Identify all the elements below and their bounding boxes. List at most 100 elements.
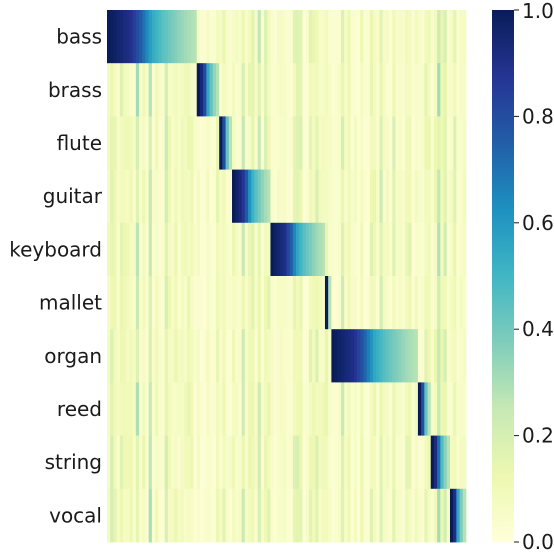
heatmap-cell-guitar-88 <box>389 169 393 224</box>
heatmap-cell-brass-109 <box>456 63 460 117</box>
heatmap-cell-guitar-21 <box>174 169 178 224</box>
heatmap-cell-vocal-82 <box>369 488 374 543</box>
heatmap-cell-vocal-92 <box>401 488 406 543</box>
heatmap-cell-flute-20 <box>171 116 175 170</box>
heatmap-cell-guitar-41 <box>238 169 243 224</box>
heatmap-cell-vocal-109 <box>456 488 460 543</box>
heatmap-cell-keyboard-8 <box>132 222 137 277</box>
heatmap-cell-mallet-12 <box>145 276 150 330</box>
heatmap-cell-organ-30 <box>203 329 207 383</box>
heatmap-cell-reed-38 <box>228 382 233 436</box>
heatmap-cell-bass-97 <box>417 10 422 64</box>
heatmap-cell-keyboard-32 <box>209 222 214 277</box>
heatmap-cell-bass-76 <box>350 10 355 64</box>
heatmap-cell-reed-5 <box>123 382 127 436</box>
heatmap-cell-flute-18 <box>164 116 169 170</box>
heatmap-cell-bass-5 <box>123 10 127 64</box>
heatmap-cell-reed-34 <box>215 382 220 436</box>
heatmap-cell-reed-109 <box>456 382 460 436</box>
heatmap-cell-reed-93 <box>405 382 409 436</box>
heatmap-cell-vocal-75 <box>347 488 352 543</box>
heatmap-cell-bass-108 <box>453 10 457 64</box>
heatmap-cell-flute-111 <box>462 116 467 170</box>
heatmap-cell-guitar-62 <box>305 169 310 224</box>
heatmap-cell-reed-58 <box>292 382 297 436</box>
heatmap-cell-flute-65 <box>315 116 319 170</box>
heatmap-cell-guitar-27 <box>193 169 198 224</box>
heatmap-cell-string-40 <box>235 435 239 490</box>
heatmap-cell-keyboard-9 <box>135 222 140 277</box>
heatmap-cell-flute-73 <box>340 116 345 170</box>
heatmap-cell-mallet-100 <box>427 276 432 330</box>
heatmap-cell-guitar-1 <box>110 169 114 224</box>
heatmap-cell-string-91 <box>398 435 403 490</box>
heatmap-cell-bass-23 <box>180 10 185 64</box>
heatmap-cell-string-3 <box>116 435 121 490</box>
heatmap-cell-keyboard-15 <box>155 222 159 277</box>
heatmap-cell-guitar-3 <box>116 169 121 224</box>
heatmap-cell-bass-110 <box>459 10 464 64</box>
heatmap-cell-guitar-59 <box>296 169 300 224</box>
heatmap-cell-organ-85 <box>379 329 384 383</box>
heatmap-cell-brass-7 <box>129 63 134 117</box>
heatmap-cell-mallet-44 <box>248 276 252 330</box>
heatmap-cell-string-80 <box>363 435 368 490</box>
heatmap-cell-keyboard-81 <box>366 222 371 277</box>
heatmap-cell-string-61 <box>302 435 307 490</box>
heatmap-cell-keyboard-0 <box>107 222 111 277</box>
heatmap-cell-string-6 <box>126 435 130 490</box>
heatmap-cell-organ-108 <box>453 329 457 383</box>
row-label-flute: flute <box>57 131 102 155</box>
heatmap-cell-vocal-63 <box>308 488 313 543</box>
heatmap-cell-flute-76 <box>350 116 355 170</box>
heatmap-cell-organ-89 <box>392 329 396 383</box>
heatmap-cell-flute-98 <box>421 116 425 170</box>
heatmap-cell-guitar-103 <box>437 169 441 224</box>
heatmap-cell-mallet-105 <box>443 276 448 330</box>
heatmap-cell-flute-42 <box>241 116 246 170</box>
heatmap-cell-mallet-17 <box>161 276 166 330</box>
heatmap-cell-vocal-25 <box>187 488 191 543</box>
heatmap-cell-keyboard-25 <box>187 222 191 277</box>
heatmap-cell-reed-40 <box>235 382 239 436</box>
heatmap-cell-flute-26 <box>190 116 194 170</box>
heatmap-cell-flute-32 <box>209 116 214 170</box>
heatmap-cell-brass-101 <box>430 63 435 117</box>
heatmap-cell-string-35 <box>219 435 223 490</box>
heatmap-cell-organ-105 <box>443 329 448 383</box>
heatmap-cell-vocal-7 <box>129 488 134 543</box>
heatmap-cell-brass-74 <box>344 63 348 117</box>
heatmap-cell-reed-101 <box>430 382 435 436</box>
heatmap-cell-guitar-6 <box>126 169 130 224</box>
heatmap-cell-bass-103 <box>437 10 441 64</box>
heatmap-cell-string-18 <box>164 435 169 490</box>
heatmap-cell-brass-97 <box>417 63 422 117</box>
heatmap-cell-flute-70 <box>331 116 335 170</box>
heatmap-cell-organ-65 <box>315 329 319 383</box>
heatmap-cell-bass-85 <box>379 10 384 64</box>
heatmap-cell-guitar-0 <box>107 169 111 224</box>
heatmap-cell-guitar-38 <box>228 169 233 224</box>
heatmap-cell-string-2 <box>113 435 118 490</box>
heatmap-cell-vocal-33 <box>212 488 217 543</box>
heatmap-cell-flute-48 <box>260 116 265 170</box>
heatmap-cell-vocal-48 <box>260 488 265 543</box>
heatmap-cell-brass-0 <box>107 63 111 117</box>
heatmap-cell-guitar-32 <box>209 169 214 224</box>
heatmap-cell-flute-21 <box>174 116 178 170</box>
heatmap-cell-brass-91 <box>398 63 403 117</box>
heatmap-cell-mallet-76 <box>350 276 355 330</box>
heatmap-cell-bass-54 <box>280 10 284 64</box>
heatmap-cell-bass-20 <box>171 10 175 64</box>
heatmap-cell-string-89 <box>392 435 396 490</box>
heatmap-cell-vocal-45 <box>251 488 255 543</box>
heatmap-cell-mallet-10 <box>139 276 143 330</box>
heatmap-cell-string-1 <box>110 435 114 490</box>
heatmap-cell-bass-61 <box>302 10 307 64</box>
heatmap-cell-guitar-45 <box>251 169 255 224</box>
heatmap-cell-flute-69 <box>328 116 332 170</box>
heatmap-cell-vocal-110 <box>459 488 464 543</box>
heatmap-cell-brass-108 <box>453 63 457 117</box>
heatmap-cell-flute-2 <box>113 116 118 170</box>
heatmap-cell-keyboard-11 <box>142 222 146 277</box>
